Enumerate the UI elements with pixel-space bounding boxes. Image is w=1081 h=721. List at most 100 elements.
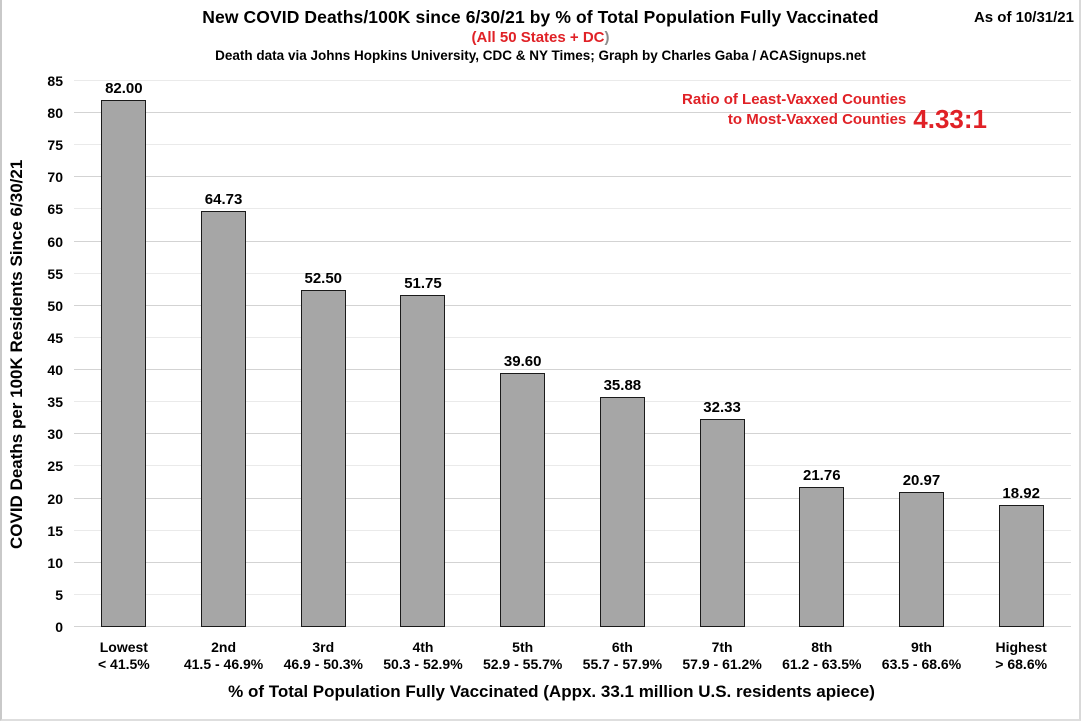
gridline — [74, 401, 1071, 403]
y-tick-label: 30 — [47, 426, 63, 443]
gridline — [74, 112, 1071, 114]
bar-6th — [599, 396, 645, 627]
gridline — [74, 144, 1071, 146]
y-tick-label: 5 — [55, 586, 63, 603]
x-category-range: 52.9 - 55.7% — [482, 655, 563, 672]
x-category-name: Lowest — [99, 639, 148, 655]
bar-value-label: 51.75 — [404, 274, 442, 292]
bar-slot: 20.97 — [872, 472, 972, 627]
y-tick-label: 45 — [47, 329, 63, 346]
annotation-line2: to Most-Vaxxed Counties — [727, 111, 907, 128]
y-tick-label: 25 — [47, 458, 63, 475]
annotation-line1: Ratio of Least-Vaxxed Counties — [682, 91, 907, 108]
y-tick-label: 0 — [55, 619, 63, 635]
chart-subtitle: (All 50 States + DC) — [2, 29, 1079, 48]
x-category-range: > 68.6% — [995, 655, 1048, 672]
bar-9th — [898, 492, 944, 627]
bar-highest — [998, 505, 1044, 627]
ratio-value: 4.33:1 — [913, 104, 987, 134]
y-tick-label: 60 — [47, 233, 63, 250]
x-category: 4th 50.3 - 52.9% — [373, 639, 473, 672]
gridline — [74, 272, 1071, 274]
gridline — [74, 626, 1071, 627]
x-category-range: 63.5 - 68.6% — [881, 655, 962, 672]
x-category-name: 8th — [811, 639, 833, 655]
bar-slot: 39.60 — [473, 353, 573, 627]
y-axis-title: COVID Deaths per 100K Residents Since 6/… — [7, 159, 26, 549]
x-axis-title: % of Total Population Fully Vaccinated (… — [228, 682, 875, 701]
bar-slot: 64.73 — [174, 191, 274, 627]
plot-area: Ratio of Least-Vaxxed Counties to Most-V… — [74, 80, 1071, 627]
bars-container: 82.00 64.73 52.50 51.75 39.60 35.88 32.33 21.76… — [74, 80, 1071, 627]
x-category-range: 46.9 - 50.3% — [283, 655, 363, 672]
x-category-name: 2nd — [211, 639, 236, 655]
bar-value-label: 32.33 — [703, 399, 741, 417]
ratio-annotation: Ratio of Least-Vaxxed Counties to Most-V… — [682, 90, 987, 134]
bar-value-label: 52.50 — [304, 269, 343, 287]
gridline — [74, 240, 1071, 242]
y-tick-label: 10 — [47, 554, 63, 571]
x-axis-category-labels: Lowest < 41.5% 2nd 41.5 - 46.9% 3rd 46.9 - 50… — [74, 639, 1071, 672]
bar-slot: 82.00 — [74, 80, 174, 627]
data-credit-line: Death data via Johns Hopkins University,… — [215, 48, 866, 63]
x-category-range: 50.3 - 52.9% — [383, 655, 463, 672]
gridline — [74, 561, 1071, 563]
bar-value-label: 21.76 — [803, 467, 841, 485]
gridline — [74, 497, 1071, 499]
gridline — [74, 369, 1071, 371]
y-tick-label: 50 — [47, 297, 63, 314]
gridline — [74, 336, 1071, 338]
bar-slot: 35.88 — [573, 377, 673, 627]
header: New COVID Deaths/100K since 6/30/21 by %… — [2, 0, 1079, 29]
x-category: 6th 55.7 - 57.9% — [573, 639, 673, 672]
bar-8th — [799, 487, 845, 627]
x-category-range: 55.7 - 57.9% — [582, 655, 663, 672]
x-category-name: 5th — [512, 639, 534, 655]
x-category-name: 3rd — [312, 639, 335, 655]
bar-5th — [500, 372, 546, 627]
x-category: 2nd 41.5 - 46.9% — [174, 639, 274, 672]
x-category-range: 41.5 - 46.9% — [183, 655, 264, 672]
x-category: 9th 63.5 - 68.6% — [872, 639, 972, 672]
y-tick-label: 20 — [47, 490, 63, 507]
y-tick-label: 75 — [47, 137, 63, 154]
x-category: 5th 52.9 - 55.7% — [473, 639, 573, 672]
x-category-range: < 41.5% — [97, 655, 150, 672]
chart-title: New COVID Deaths/100K since 6/30/21 by %… — [202, 7, 879, 27]
bar-4th — [400, 294, 446, 627]
x-category-range: 57.9 - 61.2% — [682, 655, 762, 672]
gridline — [74, 465, 1071, 467]
x-category-name: 4th — [412, 639, 434, 655]
y-tick-label: 15 — [47, 522, 63, 539]
bar-value-label: 82.00 — [105, 80, 143, 98]
x-category-name: 9th — [910, 639, 932, 655]
bar-slot: 18.92 — [971, 485, 1071, 627]
x-category: 8th 61.2 - 63.5% — [772, 639, 872, 672]
subtitle-close-paren: ) — [604, 29, 610, 46]
gridline — [74, 80, 1071, 81]
bar-slot: 52.50 — [273, 270, 373, 627]
y-tick-label: 35 — [47, 394, 63, 411]
bar-3rd — [300, 289, 346, 627]
y-tick-label: 80 — [47, 105, 63, 122]
as-of-date: As of 10/31/21 — [973, 9, 1074, 26]
bar-lowest — [101, 100, 147, 627]
bar-value-label: 18.92 — [1002, 485, 1040, 503]
x-category: 7th 57.9 - 61.2% — [672, 639, 772, 672]
bar-slot: 51.75 — [373, 275, 473, 627]
bar-slot: 21.76 — [772, 467, 872, 627]
gridline — [74, 208, 1071, 210]
y-tick-label: 65 — [47, 201, 63, 218]
y-tick-label: 40 — [47, 362, 63, 379]
gridline — [74, 304, 1071, 306]
x-category-name: 7th — [711, 639, 733, 655]
x-category-name: 6th — [611, 639, 633, 655]
subtitle-red-text: (All 50 States + DC — [471, 29, 605, 46]
y-tick-label: 70 — [47, 169, 63, 186]
x-category: Highest > 68.6% — [971, 639, 1071, 672]
bar-value-label: 39.60 — [503, 352, 542, 370]
bar-slot: 32.33 — [672, 399, 772, 627]
bar-2nd — [201, 211, 247, 627]
ratio-annotation-text: Ratio of Least-Vaxxed Counties to Most-V… — [682, 90, 906, 130]
